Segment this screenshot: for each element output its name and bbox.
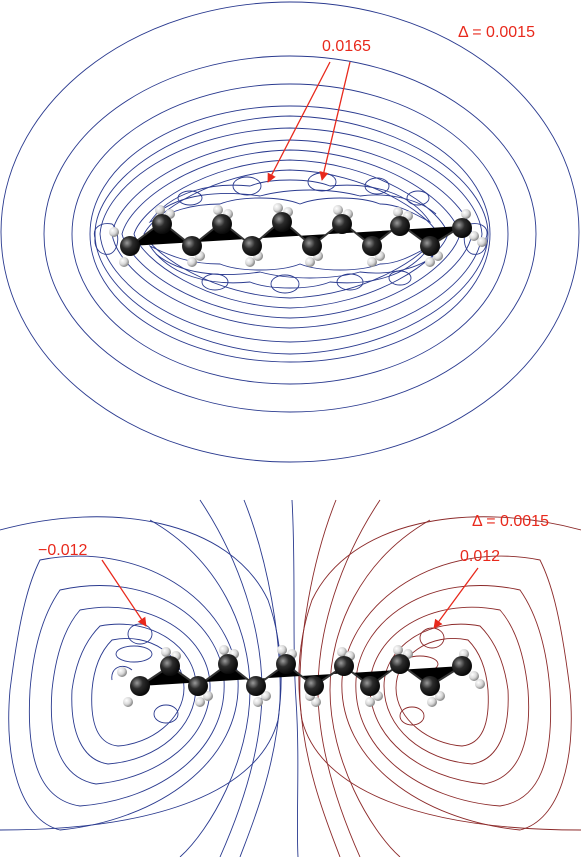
bottom-molecule	[117, 645, 485, 707]
top-extremum-label: 0.0165	[322, 38, 371, 55]
top-carbon-atoms	[120, 212, 472, 256]
top-arrow-left	[267, 61, 331, 183]
bottom-arrow-positive	[433, 567, 479, 629]
top-inner-contours	[93, 115, 489, 355]
bottom-delta-label: Δ = 0.0015	[472, 513, 549, 530]
bottom-zero-contour	[291, 499, 299, 857]
bottom-contour-panel: −0.012 0.012 Δ = 0.0015	[0, 499, 581, 857]
top-delta-label: Δ = 0.0015	[458, 24, 535, 41]
top-molecule	[109, 203, 487, 267]
bottom-min-label: −0.012	[38, 542, 87, 559]
bottom-arrow-negative	[101, 559, 147, 627]
top-contour-panel: 0.0165 Δ = 0.0015	[0, 1, 580, 463]
bottom-max-label: 0.012	[460, 548, 500, 565]
bottom-annotations: −0.012 0.012 Δ = 0.0015	[38, 513, 549, 629]
bottom-carbon-atoms	[130, 654, 472, 696]
bottom-right-positive-contours	[298, 499, 581, 857]
top-annotations: 0.0165 Δ = 0.0015	[267, 24, 535, 183]
top-outer-contours	[0, 1, 580, 463]
top-arrow-right	[319, 61, 351, 181]
